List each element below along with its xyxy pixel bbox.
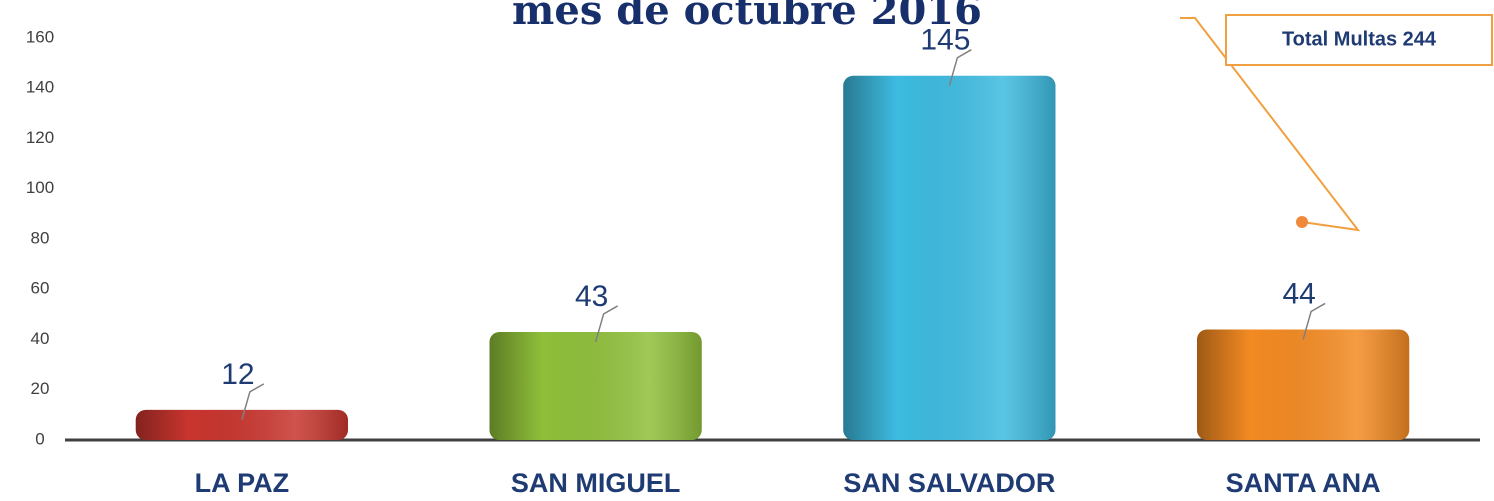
y-tick-label: 60 <box>31 279 50 298</box>
callout-line <box>1180 17 1361 232</box>
leader-line <box>241 383 265 421</box>
y-tick-label: 120 <box>26 128 54 147</box>
callout-dot <box>1296 216 1308 228</box>
x-tick-label: SAN MIGUEL <box>511 468 681 498</box>
data-label: 44 <box>1282 277 1315 310</box>
leader-line <box>948 49 972 86</box>
x-tick-label: SANTA ANA <box>1226 468 1381 498</box>
leader-line <box>1302 302 1326 340</box>
annotation-box <box>1225 14 1493 66</box>
y-tick-label: 20 <box>31 379 50 398</box>
annotation-text: Total Multas 244 <box>1282 28 1437 50</box>
y-tick-label: 80 <box>31 228 50 247</box>
annotation-callout: Total Multas 244 <box>1180 14 1493 232</box>
x-tick-label: LA PAZ <box>195 468 290 498</box>
bar-shade <box>843 75 1056 440</box>
data-label: 43 <box>575 280 608 313</box>
chart-title: mes de octubre 2016 <box>512 0 982 34</box>
y-tick-label: 140 <box>26 78 54 97</box>
bar-shade <box>1197 329 1410 440</box>
y-tick-label: 40 <box>31 329 50 348</box>
x-tick-label: SAN SALVADOR <box>843 468 1055 498</box>
leader-line <box>594 305 618 343</box>
y-tick-label: 100 <box>26 178 54 197</box>
data-label: 12 <box>221 358 254 391</box>
y-tick-label: 160 <box>26 27 54 46</box>
data-label: 145 <box>920 24 970 57</box>
bar-shade <box>489 331 702 440</box>
bar-shade <box>135 409 348 440</box>
y-tick-label: 0 <box>35 429 44 448</box>
